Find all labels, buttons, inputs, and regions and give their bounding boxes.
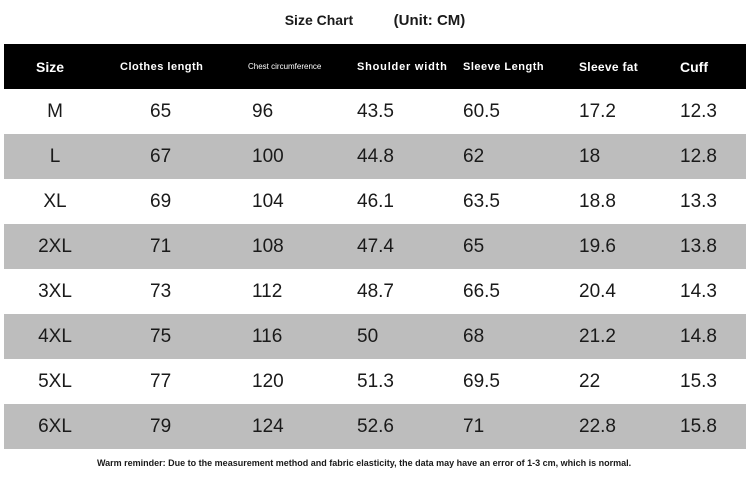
- cell-cuff: 12.3: [680, 100, 717, 122]
- header-clothes-length: Clothes length: [120, 60, 204, 73]
- cell-sleeve-length: 63.5: [463, 190, 500, 212]
- cell-clothes-length: 71: [150, 235, 172, 257]
- cell-shoulder: 44.8: [357, 145, 394, 167]
- table-row: 5XL 77 120 51.3 69.5 22 15.3: [4, 359, 746, 404]
- cell-size: L: [49, 145, 61, 167]
- cell-chest: 104: [252, 190, 284, 212]
- cell-size: 2XL: [38, 235, 72, 257]
- cell-clothes-length: 67: [150, 145, 172, 167]
- cell-cuff: 14.3: [680, 280, 717, 302]
- cell-shoulder: 47.4: [357, 235, 394, 257]
- table-row: XL 69 104 46.1 63.5 18.8 13.3: [4, 179, 746, 224]
- header-cuff: Cuff: [680, 58, 708, 75]
- header-sleeve-length: Sleeve Length: [463, 60, 545, 73]
- cell-sleeve-length: 68: [463, 325, 485, 347]
- cell-clothes-length: 73: [150, 280, 172, 302]
- cell-chest: 100: [252, 145, 284, 167]
- header-shoulder: Shoulder width: [357, 60, 448, 73]
- cell-clothes-length: 69: [150, 190, 172, 212]
- warm-reminder-note: Warm reminder: Due to the measurement me…: [97, 458, 632, 468]
- cell-clothes-length: 79: [150, 415, 172, 437]
- cell-shoulder: 52.6: [357, 415, 394, 437]
- header-size: Size: [36, 58, 65, 75]
- cell-clothes-length: 65: [150, 100, 172, 122]
- cell-shoulder: 43.5: [357, 100, 394, 122]
- cell-cuff: 14.8: [680, 325, 717, 347]
- table-row: 2XL 71 108 47.4 65 19.6 13.8: [4, 224, 746, 269]
- cell-chest: 116: [252, 325, 283, 347]
- cell-sleeve-fat: 21.2: [579, 325, 616, 347]
- cell-cuff: 13.3: [680, 190, 717, 212]
- table-row: M 65 96 43.5 60.5 17.2 12.3: [4, 89, 746, 134]
- table-row: 4XL 75 116 50 68 21.2 14.8: [4, 314, 746, 359]
- cell-clothes-length: 77: [150, 370, 172, 392]
- cell-sleeve-fat: 18.8: [579, 190, 616, 212]
- cell-cuff: 12.8: [680, 145, 717, 167]
- table-row: L 67 100 44.8 62 18 12.8: [4, 134, 746, 179]
- cell-sleeve-length: 60.5: [463, 100, 500, 122]
- cell-chest: 124: [252, 415, 284, 437]
- cell-chest: 108: [252, 235, 284, 257]
- cell-size: 6XL: [38, 415, 72, 437]
- cell-size: M: [47, 100, 63, 122]
- header-chest: Chest circumference: [248, 61, 322, 71]
- cell-sleeve-fat: 18: [579, 145, 601, 167]
- cell-shoulder: 50: [357, 325, 379, 347]
- cell-size: 4XL: [38, 325, 72, 347]
- cell-chest: 96: [252, 100, 274, 122]
- cell-cuff: 15.3: [680, 370, 717, 392]
- size-table: Size Clothes length Chest circumference …: [4, 44, 746, 449]
- cell-size: XL: [43, 190, 67, 212]
- cell-clothes-length: 75: [150, 325, 172, 347]
- cell-shoulder: 48.7: [357, 280, 394, 302]
- unit-text: (Unit: CM): [393, 12, 466, 29]
- table-row: 3XL 73 112 48.7 66.5 20.4 14.3: [4, 269, 746, 314]
- cell-shoulder: 46.1: [357, 190, 394, 212]
- title-text: Size Chart: [284, 12, 354, 28]
- header-sleeve-fat: Sleeve fat: [579, 59, 639, 74]
- cell-sleeve-length: 71: [463, 415, 485, 437]
- chart-title: Size Chart (Unit: CM): [0, 8, 750, 32]
- cell-chest: 112: [252, 280, 283, 302]
- cell-sleeve-fat: 17.2: [579, 100, 616, 122]
- table-row: 6XL 79 124 52.6 71 22.8 15.8: [4, 404, 746, 449]
- cell-sleeve-fat: 22.8: [579, 415, 616, 437]
- cell-sleeve-fat: 22: [579, 370, 601, 392]
- cell-sleeve-length: 65: [463, 235, 485, 257]
- cell-cuff: 15.8: [680, 415, 717, 437]
- cell-size: 5XL: [38, 370, 72, 392]
- cell-cuff: 13.8: [680, 235, 717, 257]
- cell-sleeve-length: 69.5: [463, 370, 500, 392]
- cell-sleeve-length: 62: [463, 145, 485, 167]
- cell-sleeve-fat: 20.4: [579, 280, 616, 302]
- cell-shoulder: 51.3: [357, 370, 394, 392]
- cell-size: 3XL: [38, 280, 72, 302]
- cell-chest: 120: [252, 370, 284, 392]
- table-header-row: Size Clothes length Chest circumference …: [4, 44, 746, 89]
- cell-sleeve-fat: 19.6: [579, 235, 616, 257]
- cell-sleeve-length: 66.5: [463, 280, 500, 302]
